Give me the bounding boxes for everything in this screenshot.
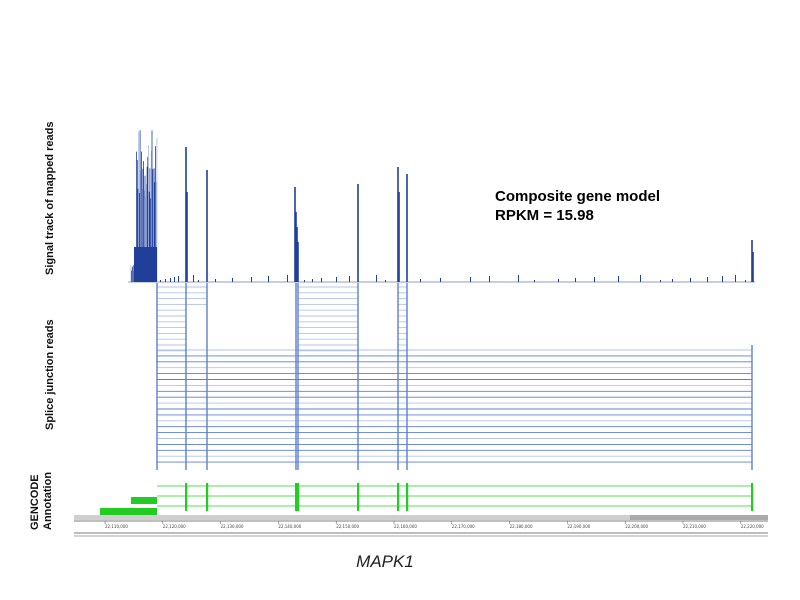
signal-noise [160,280,161,282]
signal-noise [251,277,252,282]
signal-noise [232,278,233,282]
signal-peak [397,167,399,282]
signal-noise [165,279,166,282]
ruler-tick-label: 22,220,000 [741,524,764,529]
ruler-tick-label: 22,150,000 [336,524,359,529]
signal-peak [186,192,188,282]
signal-noise [707,277,708,282]
annotation-title: Composite gene model [495,188,660,205]
signal-track-label: Signal track of mapped reads [44,122,56,275]
signal-noise [735,275,736,282]
gencode-exon [357,483,360,511]
ruler-bar-top [74,515,768,520]
signal-noise [690,278,691,282]
signal-noise [321,278,322,282]
ruler-tick-label: 22,120,000 [163,524,186,529]
gencode-exon [397,483,400,511]
signal-noise [420,279,421,282]
signal-noise [178,276,179,282]
splice-junction-track [156,283,753,470]
ruler-tick-label: 22,210,000 [683,524,706,529]
signal-noise [287,275,288,282]
gencode-exon [206,483,209,511]
signal-peak-mass [134,247,157,282]
signal-noise [640,275,641,282]
signal-noise [672,279,673,282]
signal-noise [745,280,746,282]
signal-noise [534,280,535,282]
gencode-track [100,483,754,515]
ruler-tick-label: 22,170,000 [452,524,475,529]
signal-noise [440,278,441,282]
signal-noise [268,276,269,282]
signal-noise [215,279,216,282]
gencode-label-line2: Annotation [42,472,54,530]
signal-noise [489,276,490,282]
gencode-exon-utr [100,508,157,515]
signal-noise [594,277,595,282]
gencode-exon [131,497,157,504]
signal-noise [376,275,377,282]
gencode-label-line1: GENCODE [29,474,41,530]
genomic-ruler: 22,110,000 22,120,000 22,130,000 22,140,000… [74,515,768,537]
ruler-bar-bottom [74,532,768,534]
signal-peak [752,252,754,282]
annotation-rpkm: RPKM = 15.98 [495,207,594,224]
signal-noise [722,276,723,282]
signal-noise [336,277,337,282]
gene-name: MAPK1 [356,552,414,571]
signal-noise [558,279,559,282]
signal-noise [174,277,175,282]
signal-peak [357,184,359,282]
ruler-tick-label: 22,130,000 [221,524,244,529]
gencode-exon [297,483,300,511]
ruler-tick-label: 22,160,000 [394,524,417,529]
signal-peak [206,170,208,282]
signal-noise [618,276,619,282]
signal-noise [660,280,661,282]
gencode-exon [751,483,754,511]
signal-peak [295,212,297,282]
signal-peak [297,242,299,282]
signal-noise [518,275,519,282]
signal-noise [312,279,313,282]
gencode-exon [406,483,409,511]
signal-noise [170,278,171,282]
signal-peak [294,187,296,282]
splice-junction-label: Splice junction reads [44,319,56,430]
signal-peak [296,227,298,282]
ruler-tick-label: 22,180,000 [510,524,533,529]
signal-peak [751,240,753,282]
ruler-tick-label: 22,110,000 [105,524,128,529]
signal-track [128,130,755,283]
signal-noise [470,277,471,282]
signal-noise [193,275,194,282]
ruler-bar-highlight [630,515,768,520]
gencode-exon [295,483,298,511]
signal-noise [304,280,305,282]
signal-peak [406,174,408,282]
ruler-tick-label: 22,140,000 [278,524,301,529]
signal-peak [398,192,400,282]
signal-noise [575,278,576,282]
ruler-tick-label: 22,200,000 [625,524,648,529]
signal-peak [185,147,187,282]
ruler-tick-label: 22,190,000 [567,524,590,529]
signal-noise [198,280,199,282]
signal-noise [349,276,350,282]
gencode-exon [185,483,188,511]
signal-noise [385,280,386,282]
